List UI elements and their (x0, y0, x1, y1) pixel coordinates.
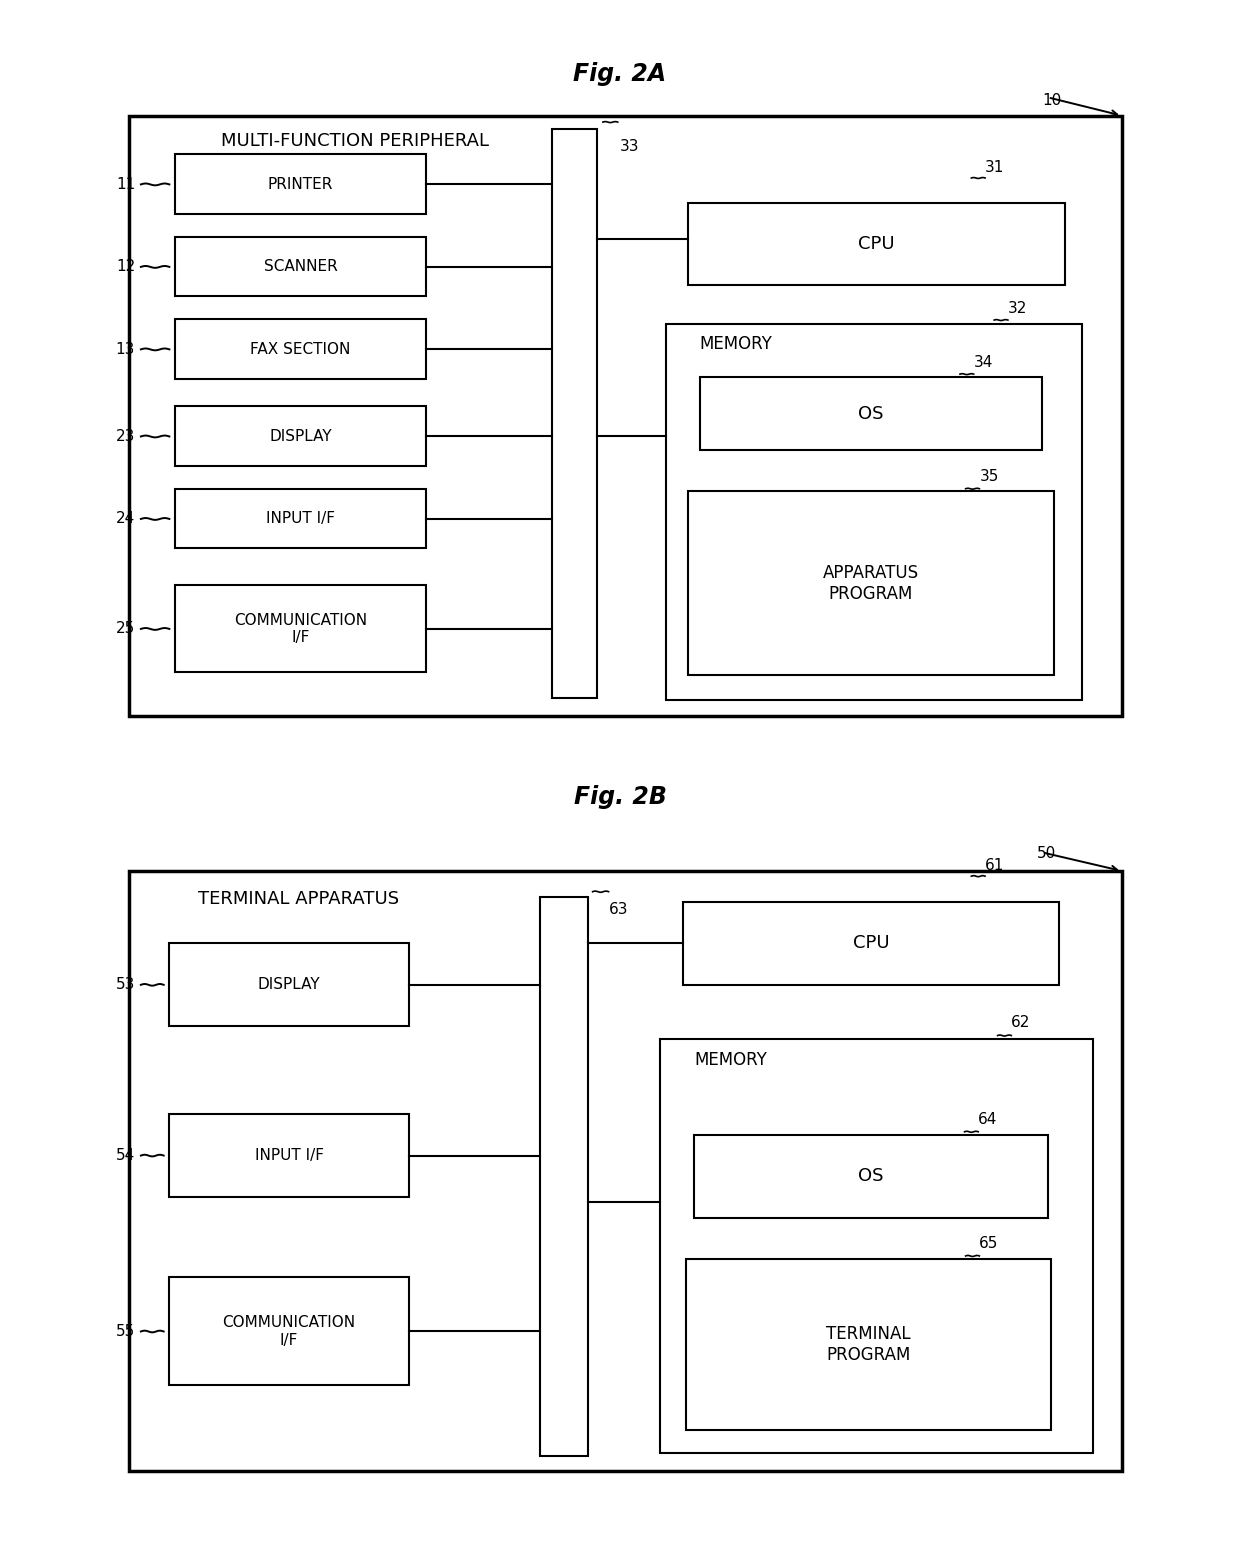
Bar (666, 323, 1083, 699)
Text: 55: 55 (115, 1323, 135, 1339)
Text: 64: 64 (978, 1112, 998, 1127)
Text: 25: 25 (115, 621, 135, 637)
Text: DISPLAY: DISPLAY (269, 428, 332, 444)
Text: OS: OS (858, 405, 884, 422)
Bar (170, 1115, 409, 1197)
Text: INPUT I/F: INPUT I/F (267, 512, 335, 527)
Bar (175, 489, 427, 549)
Text: 32: 32 (1008, 301, 1027, 317)
Bar (694, 1135, 1048, 1218)
Text: TERMINAL
PROGRAM: TERMINAL PROGRAM (826, 1325, 911, 1364)
Text: 62: 62 (1012, 1016, 1030, 1030)
Bar (541, 897, 588, 1456)
Bar (175, 155, 427, 213)
Text: MEMORY: MEMORY (694, 1051, 768, 1068)
Bar (175, 584, 427, 673)
Text: COMMUNICATION
I/F: COMMUNICATION I/F (234, 612, 367, 645)
Text: 35: 35 (980, 468, 998, 484)
Text: 53: 53 (115, 977, 135, 993)
Text: 61: 61 (985, 858, 1004, 873)
Bar (688, 492, 1054, 674)
Text: 10: 10 (1042, 93, 1061, 108)
Text: APPARATUS
PROGRAM: APPARATUS PROGRAM (823, 564, 919, 603)
Bar (170, 1277, 409, 1385)
Text: CPU: CPU (858, 235, 895, 254)
Text: 65: 65 (980, 1235, 998, 1251)
Bar (660, 1039, 1094, 1453)
Text: 33: 33 (620, 139, 640, 153)
Bar (552, 130, 598, 697)
Text: PRINTER: PRINTER (268, 176, 334, 192)
Bar (175, 318, 427, 379)
Text: 13: 13 (115, 342, 135, 357)
Text: COMMUNICATION
I/F: COMMUNICATION I/F (223, 1316, 356, 1348)
Text: 54: 54 (115, 1149, 135, 1163)
Text: FAX SECTION: FAX SECTION (250, 342, 351, 357)
Text: 12: 12 (115, 260, 135, 274)
Text: 50: 50 (1037, 846, 1055, 861)
Text: TERMINAL APPARATUS: TERMINAL APPARATUS (198, 889, 399, 908)
Text: CPU: CPU (853, 934, 889, 952)
Text: Fig. 2B: Fig. 2B (574, 785, 666, 810)
Bar (175, 237, 427, 297)
Bar (688, 203, 1065, 284)
Text: 63: 63 (609, 901, 629, 917)
Bar (129, 116, 1122, 716)
Text: DISPLAY: DISPLAY (258, 977, 320, 993)
Text: Fig. 2A: Fig. 2A (573, 62, 667, 87)
Bar (699, 377, 1042, 450)
Text: INPUT I/F: INPUT I/F (254, 1149, 324, 1163)
Text: 11: 11 (115, 176, 135, 192)
Text: OS: OS (858, 1167, 884, 1186)
Bar (129, 870, 1122, 1472)
Bar (170, 943, 409, 1027)
Text: MEMORY: MEMORY (699, 335, 773, 352)
Text: 34: 34 (973, 354, 993, 369)
Text: 24: 24 (115, 512, 135, 527)
Text: MULTI-FUNCTION PERIPHERAL: MULTI-FUNCTION PERIPHERAL (221, 131, 489, 150)
Bar (686, 1258, 1052, 1430)
Bar (175, 407, 427, 465)
Text: 31: 31 (985, 161, 1004, 175)
Bar (683, 901, 1059, 985)
Text: 23: 23 (115, 428, 135, 444)
Text: SCANNER: SCANNER (264, 260, 337, 274)
